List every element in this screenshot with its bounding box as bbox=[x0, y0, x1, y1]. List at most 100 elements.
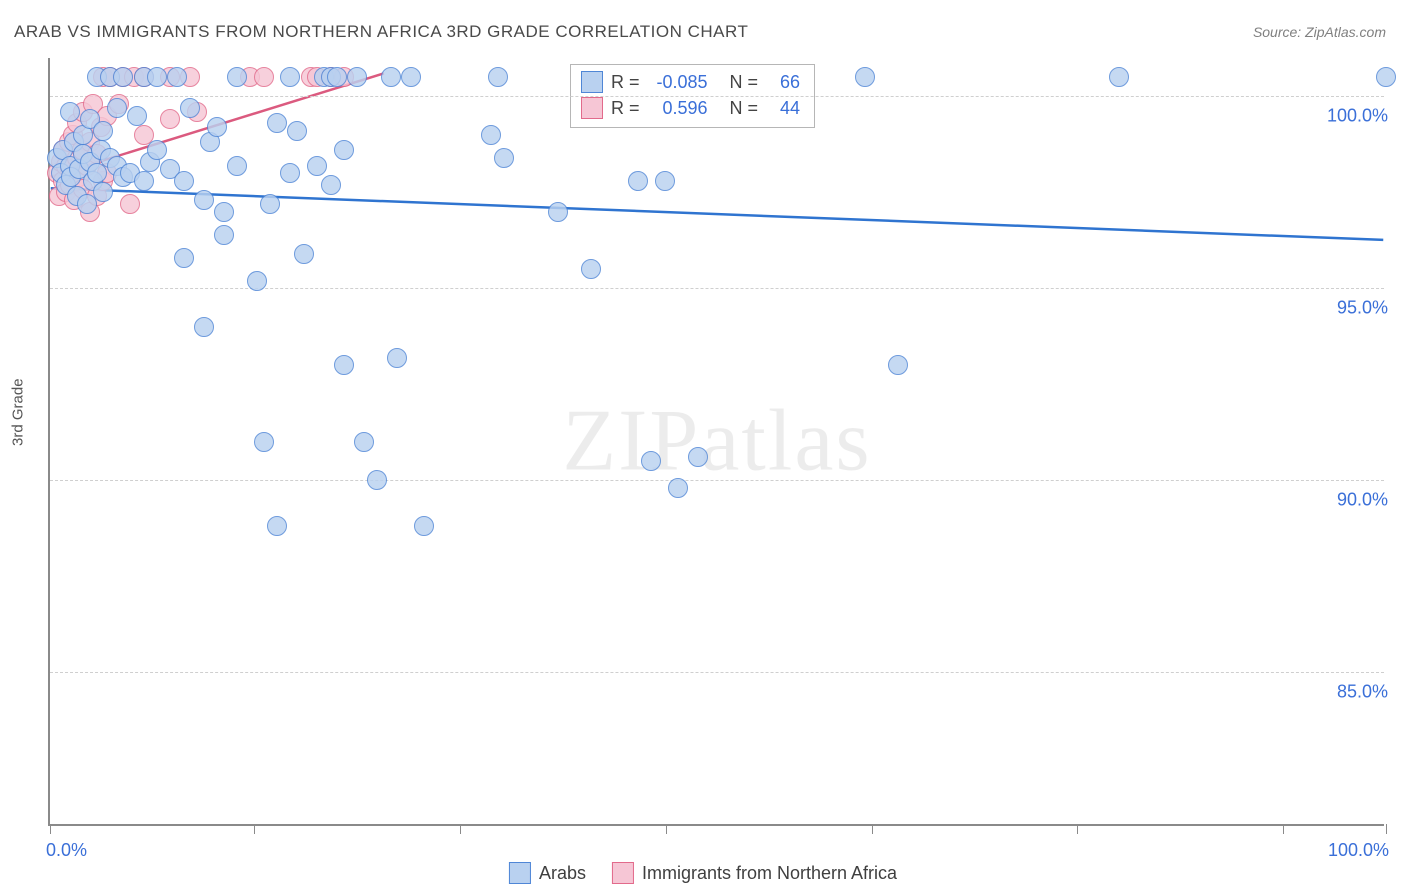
legend-n-value: 66 bbox=[766, 69, 800, 95]
chart-title: ARAB VS IMMIGRANTS FROM NORTHERN AFRICA … bbox=[14, 22, 748, 42]
y-tick-label: 95.0% bbox=[1337, 298, 1388, 319]
data-point bbox=[260, 194, 280, 214]
trend-line bbox=[51, 188, 1384, 240]
data-point bbox=[581, 259, 601, 279]
data-point bbox=[401, 67, 421, 87]
x-tick bbox=[872, 824, 873, 834]
x-tick bbox=[1283, 824, 1284, 834]
data-point bbox=[888, 355, 908, 375]
data-point bbox=[254, 432, 274, 452]
source-label: Source: ZipAtlas.com bbox=[1253, 24, 1386, 40]
data-point bbox=[488, 67, 508, 87]
data-point bbox=[387, 348, 407, 368]
y-axis-label: 3rd Grade bbox=[10, 378, 27, 446]
legend-swatch bbox=[509, 862, 531, 884]
gridline bbox=[50, 480, 1384, 481]
data-point bbox=[227, 156, 247, 176]
legend-row: R = 0.596 N = 44 bbox=[581, 95, 800, 121]
y-tick-label: 100.0% bbox=[1327, 106, 1388, 127]
data-point bbox=[334, 355, 354, 375]
data-point bbox=[294, 244, 314, 264]
data-point bbox=[481, 125, 501, 145]
data-point bbox=[214, 225, 234, 245]
data-point bbox=[280, 163, 300, 183]
watermark: ZIPatlas bbox=[562, 391, 871, 492]
legend-n-label: N = bbox=[730, 69, 759, 95]
data-point bbox=[160, 109, 180, 129]
watermark-thin: atlas bbox=[700, 393, 871, 490]
data-point bbox=[174, 171, 194, 191]
y-tick-label: 90.0% bbox=[1337, 490, 1388, 511]
legend-series: Arabs Immigrants from Northern Africa bbox=[509, 862, 897, 884]
legend-swatch bbox=[581, 97, 603, 119]
data-point bbox=[307, 156, 327, 176]
legend-n-value: 44 bbox=[766, 95, 800, 121]
data-point bbox=[688, 447, 708, 467]
data-point bbox=[334, 140, 354, 160]
x-tick bbox=[666, 824, 667, 834]
data-point bbox=[628, 171, 648, 191]
data-point bbox=[147, 67, 167, 87]
data-point bbox=[267, 516, 287, 536]
legend-swatch bbox=[581, 71, 603, 93]
data-point bbox=[194, 317, 214, 337]
data-point bbox=[247, 271, 267, 291]
legend-row: R = -0.085 N = 66 bbox=[581, 69, 800, 95]
data-point bbox=[167, 67, 187, 87]
data-point bbox=[354, 432, 374, 452]
data-point bbox=[134, 171, 154, 191]
data-point bbox=[381, 67, 401, 87]
data-point bbox=[548, 202, 568, 222]
gridline bbox=[50, 672, 1384, 673]
legend-n-label: N = bbox=[730, 95, 759, 121]
legend-label: Arabs bbox=[539, 863, 586, 884]
x-tick bbox=[1077, 824, 1078, 834]
legend-r-value: -0.085 bbox=[648, 69, 708, 95]
legend-r-label: R = bbox=[611, 95, 640, 121]
data-point bbox=[367, 470, 387, 490]
data-point bbox=[668, 478, 688, 498]
x-tick bbox=[1386, 824, 1387, 834]
legend-item: Immigrants from Northern Africa bbox=[612, 862, 897, 884]
y-tick-label: 85.0% bbox=[1337, 682, 1388, 703]
data-point bbox=[60, 102, 80, 122]
data-point bbox=[214, 202, 234, 222]
plot-area: ZIPatlas R = -0.085 N = 66 R = 0.596 N = 44 bbox=[48, 58, 1384, 826]
data-point bbox=[194, 190, 214, 210]
data-point bbox=[280, 67, 300, 87]
data-point bbox=[227, 67, 247, 87]
legend-item: Arabs bbox=[509, 862, 586, 884]
data-point bbox=[655, 171, 675, 191]
data-point bbox=[93, 182, 113, 202]
data-point bbox=[207, 117, 227, 137]
legend-label: Immigrants from Northern Africa bbox=[642, 863, 897, 884]
x-tick bbox=[254, 824, 255, 834]
watermark-bold: ZIP bbox=[562, 393, 700, 490]
x-tick-label: 0.0% bbox=[46, 840, 87, 861]
data-point bbox=[180, 98, 200, 118]
data-point bbox=[113, 67, 133, 87]
data-point bbox=[494, 148, 514, 168]
data-point bbox=[174, 248, 194, 268]
data-point bbox=[1376, 67, 1396, 87]
data-point bbox=[414, 516, 434, 536]
data-point bbox=[347, 67, 367, 87]
data-point bbox=[93, 121, 113, 141]
data-point bbox=[287, 121, 307, 141]
data-point bbox=[1109, 67, 1129, 87]
x-tick bbox=[460, 824, 461, 834]
x-tick bbox=[50, 824, 51, 834]
gridline bbox=[50, 96, 1384, 97]
data-point bbox=[641, 451, 661, 471]
legend-r-value: 0.596 bbox=[648, 95, 708, 121]
legend-r-label: R = bbox=[611, 69, 640, 95]
data-point bbox=[127, 106, 147, 126]
trend-lines bbox=[50, 58, 1384, 824]
data-point bbox=[855, 67, 875, 87]
x-tick-label: 100.0% bbox=[1328, 840, 1389, 861]
data-point bbox=[327, 67, 347, 87]
data-point bbox=[107, 98, 127, 118]
data-point bbox=[147, 140, 167, 160]
legend-swatch bbox=[612, 862, 634, 884]
data-point bbox=[321, 175, 341, 195]
